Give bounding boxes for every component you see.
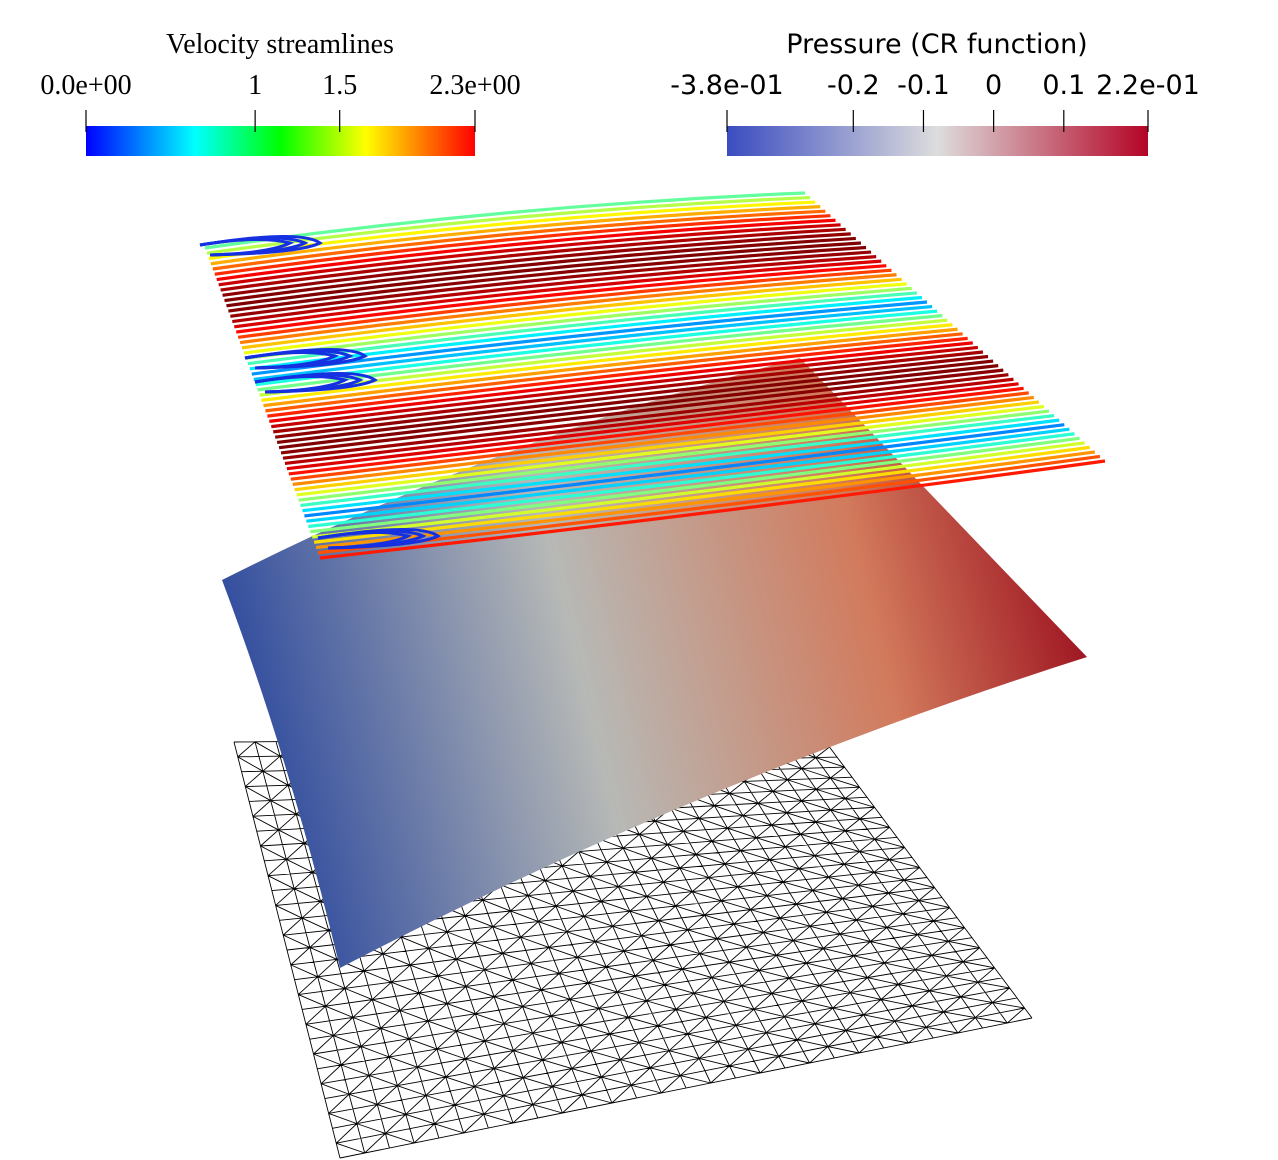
streamline [259, 318, 948, 397]
streamlines [199, 191, 1106, 560]
streamline [276, 359, 994, 444]
streamline [271, 345, 979, 429]
streamline [220, 227, 846, 292]
recirculation [199, 235, 323, 257]
streamline [313, 445, 1090, 544]
streamline [210, 205, 821, 266]
streamline [243, 282, 907, 355]
streamline [235, 264, 887, 334]
tick-label: 2.2e-01 [1096, 70, 1200, 101]
tick-label: 0.0e+00 [40, 70, 131, 101]
streamline [247, 291, 917, 366]
streamline [284, 377, 1014, 466]
tick-label: -3.8e-01 [670, 70, 783, 101]
colorbar [727, 126, 1148, 156]
streamline [232, 254, 877, 324]
streamline [300, 413, 1055, 508]
tick-label: 0.1 [1042, 70, 1085, 101]
streamline [280, 368, 1004, 455]
streamline [265, 332, 963, 413]
colorbar-title: Velocity streamlines [166, 29, 394, 60]
streamline [224, 236, 856, 303]
streamline [308, 432, 1075, 529]
streamline [253, 304, 933, 381]
streamline [237, 268, 892, 339]
recirculation [317, 528, 441, 550]
recirculation [254, 372, 378, 394]
streamline [239, 273, 897, 345]
streamline [216, 218, 836, 282]
colorbar [86, 126, 475, 156]
streamline [315, 450, 1096, 550]
streamline [298, 409, 1050, 502]
streamline [214, 214, 831, 276]
tick-label: 1 [248, 70, 262, 101]
streamline [222, 232, 851, 297]
streamline [274, 354, 989, 439]
streamline [306, 427, 1070, 523]
streamline [282, 373, 1009, 460]
colorbar-title: Pressure (CR function) [786, 29, 1087, 60]
tick-label: 1.5 [322, 70, 357, 101]
streamline [273, 350, 984, 434]
streamline [226, 241, 862, 308]
tick-label: 0 [985, 70, 1002, 101]
tick-label: -0.2 [827, 70, 880, 101]
colorbars: Velocity streamlines 0.0e+00 1 1.5 2.3e+00 Pr… [40, 29, 1200, 156]
recirculation [244, 348, 368, 370]
streamline [290, 391, 1029, 481]
streamline [288, 386, 1024, 476]
streamline [228, 245, 867, 313]
streamline [296, 404, 1045, 497]
streamline [302, 418, 1060, 513]
streamline [269, 341, 973, 423]
streamline [230, 250, 872, 318]
streamline [292, 395, 1034, 487]
streamline [294, 400, 1040, 492]
streamline [278, 364, 999, 450]
streamline [261, 323, 953, 402]
streamline [319, 459, 1106, 560]
streamline [286, 382, 1019, 471]
streamline [245, 286, 912, 360]
tick-label: -0.1 [897, 70, 950, 101]
streamline [304, 423, 1065, 518]
tick-label: 2.3e+00 [429, 70, 520, 101]
streamline [267, 336, 968, 418]
streamline [312, 441, 1085, 539]
streamline [310, 436, 1080, 534]
streamline [212, 209, 826, 271]
streamline [234, 259, 882, 329]
streamline [263, 327, 958, 408]
streamline [218, 223, 841, 287]
streamline [241, 277, 902, 350]
